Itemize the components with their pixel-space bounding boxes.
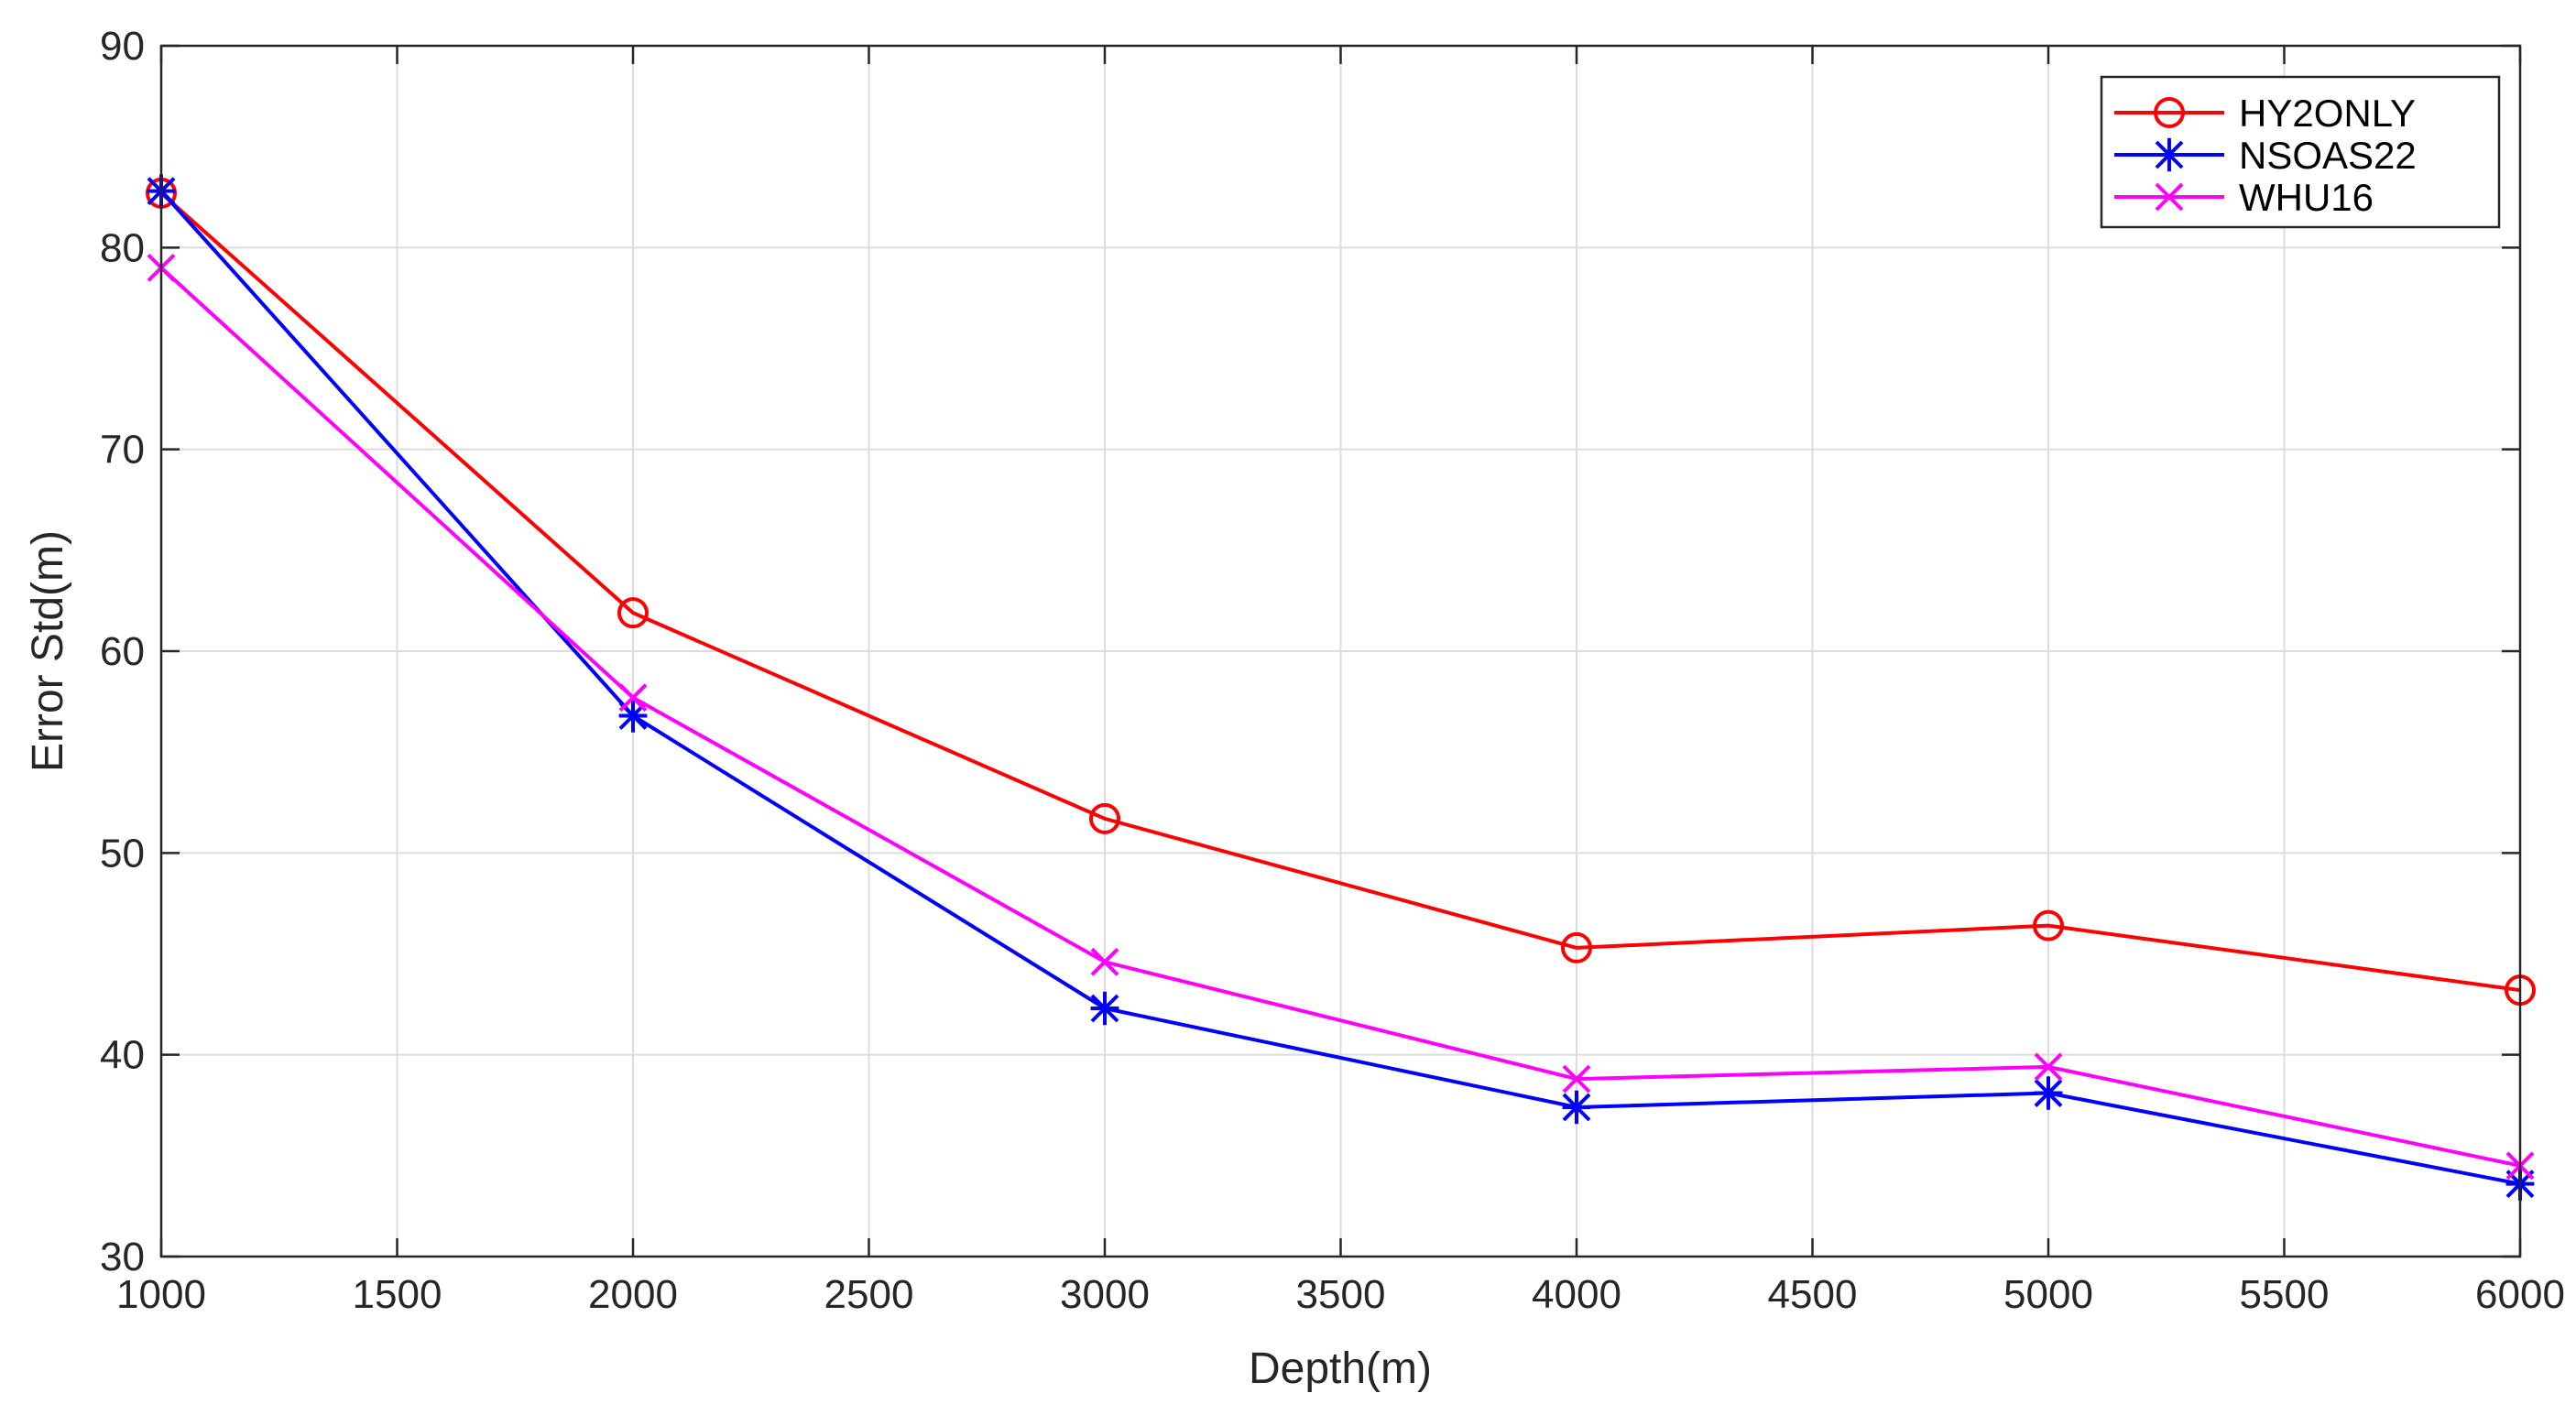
series-line-whu16: [159, 266, 2521, 1168]
axis-ticks: 1000 1500 2000 2500 3000 3500 4000 4500 5000 5500…: [100, 24, 2565, 1317]
x-tick-label: 4500: [1768, 1272, 1858, 1317]
data-point-whu16: [1562, 1064, 1591, 1094]
data-point-hy2only: [1089, 802, 1120, 834]
data-point-whu16: [2034, 1052, 2063, 1082]
legend-marker-whu16: [2155, 182, 2184, 212]
data-point-nsoas22: [1562, 1090, 1591, 1125]
y-tick-label: 40: [100, 1033, 145, 1078]
data-point-nsoas22: [2034, 1076, 2063, 1110]
x-tick-label: 3000: [1060, 1272, 1150, 1317]
legend-item-nsoas22: NSOAS22: [2114, 134, 2417, 177]
data-point-hy2only: [617, 597, 649, 629]
x-tick-label: 2500: [824, 1272, 914, 1317]
data-point-whu16: [618, 683, 648, 713]
series-line-hy2only: [159, 191, 2521, 993]
legend-label-nsoas22: NSOAS22: [2239, 134, 2417, 177]
legend-marker-nsoas22: [2155, 137, 2184, 172]
y-tick-label: 70: [100, 428, 145, 473]
data-point-nsoas22: [1090, 991, 1119, 1026]
data-point-hy2only: [2033, 909, 2064, 941]
x-tick-label: 6000: [2475, 1272, 2565, 1317]
y-tick-label: 90: [100, 24, 145, 69]
x-tick-label: 2000: [588, 1272, 678, 1317]
legend-item-hy2only: HY2ONLY: [2114, 92, 2416, 135]
x-tick-label: 5000: [2003, 1272, 2093, 1317]
legend-item-whu16: WHU16: [2114, 176, 2374, 219]
y-axis-title: Error Std(m): [24, 530, 72, 772]
x-tick-label: 3500: [1296, 1272, 1386, 1317]
y-tick-label: 60: [100, 629, 145, 674]
y-tick-label: 50: [100, 831, 145, 876]
y-tick-label: 30: [100, 1235, 145, 1279]
data-point-whu16: [1090, 947, 1119, 976]
x-tick-label: 5500: [2240, 1272, 2330, 1317]
x-tick-label: 1500: [353, 1272, 442, 1317]
x-axis-title: Depth(m): [1249, 1344, 1432, 1393]
x-tick-label: 1000: [116, 1272, 206, 1317]
legend-marker-hy2only: [2154, 97, 2185, 128]
legend-label-whu16: WHU16: [2239, 176, 2374, 219]
x-tick-label: 4000: [1532, 1272, 1621, 1317]
legend-label-hy2only: HY2ONLY: [2239, 92, 2416, 135]
data-point-hy2only: [1561, 931, 1592, 963]
y-tick-label: 80: [100, 225, 145, 270]
